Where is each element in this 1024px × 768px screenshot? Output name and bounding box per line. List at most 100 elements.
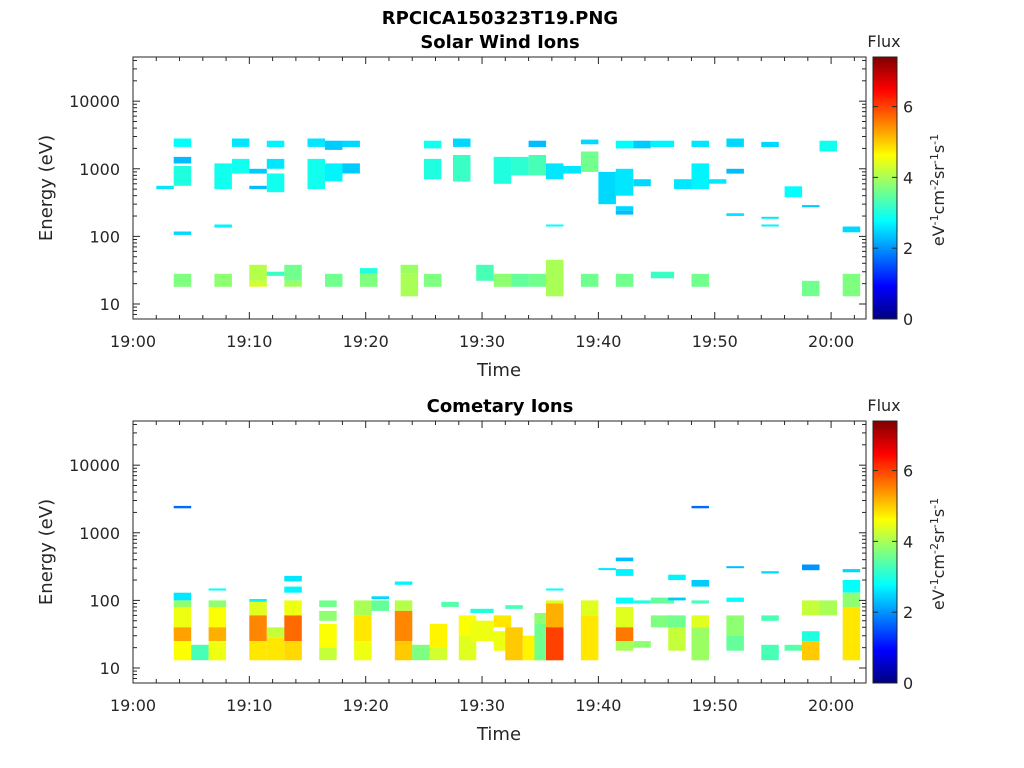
heatmap-cell (173, 600, 192, 607)
colorbar-tick-label: 6 (903, 98, 913, 117)
y-tick-label: 10 (100, 659, 120, 678)
heatmap-cell (580, 273, 599, 287)
heatmap-cell (476, 264, 494, 281)
heatmap-cell (266, 271, 285, 276)
heatmap-cell (173, 505, 192, 509)
heatmap-cell (726, 213, 744, 216)
heatmap-cell (394, 610, 413, 642)
heatmap-cell (325, 163, 343, 182)
y-axis-label: Energy (eV) (36, 135, 57, 241)
heatmap-cell (173, 273, 192, 287)
heatmap-cell (325, 140, 343, 150)
heatmap-cell (842, 569, 861, 573)
heatmap-cell (400, 273, 419, 297)
heatmap-cell (284, 615, 302, 642)
heatmap-cell (615, 641, 634, 651)
heatmap-cell (394, 600, 413, 611)
heatmap-cell (761, 615, 779, 621)
colorbar-ticks: 0 2 4 6 (873, 98, 913, 329)
heatmap-cell (511, 273, 529, 287)
heatmap-cell (802, 205, 820, 208)
heatmap-cell (441, 601, 459, 607)
x-tick-label: 19:20 (343, 332, 389, 351)
heatmap-cell (173, 627, 192, 642)
heatmap-cell (394, 581, 413, 585)
heatmap-cell (546, 627, 564, 661)
heatmap-cell (249, 599, 267, 602)
heatmap-cell (307, 138, 325, 147)
heatmap-cell (266, 627, 285, 638)
heatmap-cell (214, 163, 232, 190)
heatmap-cell (842, 226, 861, 233)
heatmap-cell (802, 280, 820, 297)
figure-title: RPCICA150323T19.PNG (382, 8, 618, 29)
heatmap-cell (842, 606, 861, 642)
colorbar-label: eV-1cm-2sr-1s-1 (928, 498, 948, 610)
heatmap-cell (319, 610, 337, 621)
x-axis-label: Time (476, 724, 521, 745)
heatmap-cell (453, 155, 471, 182)
colorbar (872, 420, 898, 684)
heatmap-cell (726, 615, 744, 636)
heatmap-cell (528, 140, 547, 147)
heatmap-cell (598, 568, 616, 571)
heatmap-cell (802, 631, 820, 642)
heatmap-cell (615, 210, 634, 215)
heatmap-cell (511, 156, 529, 176)
heatmap-cell (650, 597, 675, 604)
heatmap-cell (354, 615, 372, 642)
colorbar-tick-label: 4 (903, 532, 913, 551)
heatmap-cell (615, 606, 634, 628)
heatmap-cell (528, 155, 547, 176)
heatmap-cell (284, 586, 302, 593)
heatmap-cell (319, 647, 337, 661)
heatmap-cell (423, 140, 442, 149)
plot-frame (132, 56, 867, 320)
heatmap-cell (726, 597, 744, 602)
heatmap-cell (580, 615, 599, 661)
heatmap-cell (842, 580, 861, 593)
heatmap-cell (354, 600, 372, 616)
colorbar-tick-label: 2 (903, 603, 913, 622)
heatmap-cell (191, 644, 209, 661)
heatmap-cell (615, 569, 634, 576)
heatmap-cell (615, 597, 634, 604)
heatmap-cell (342, 140, 360, 147)
heatmap-cell (307, 158, 325, 190)
heatmap-cell (208, 600, 227, 607)
plot-frame (132, 420, 867, 684)
colorbar-tick-label: 4 (903, 168, 913, 187)
heatmap-cell (691, 505, 709, 509)
heatmap-cell (505, 605, 523, 609)
heatmap-cell (266, 158, 285, 169)
heatmap-cell (650, 140, 675, 147)
heatmap-cell (412, 644, 430, 661)
heatmap-cell (761, 141, 779, 147)
heatmap-cell (615, 140, 634, 149)
colorbar (872, 56, 898, 320)
x-tick-label: 20:00 (808, 332, 854, 351)
y-tick-label: 10000 (69, 456, 120, 475)
heatmap-cell (208, 641, 227, 661)
heatmap-cell (173, 138, 192, 147)
heatmap-cell (400, 264, 419, 274)
heatmap-cell (802, 600, 820, 616)
heatmap-cell (761, 571, 779, 574)
heatmap-cell (266, 140, 285, 147)
heatmap-cell (231, 158, 250, 174)
heatmap-cell (633, 140, 651, 149)
heatmap-cell (615, 557, 634, 562)
heatmap-cell (493, 273, 512, 287)
heatmap-cell (668, 615, 686, 628)
heatmap-cell (580, 600, 599, 616)
heatmap-cell (208, 606, 227, 628)
heatmap-cell (214, 224, 232, 228)
heatmap-cell (691, 140, 709, 147)
heatmap-cell (284, 641, 302, 661)
heatmap-cell (546, 603, 564, 628)
y-tick-label: 1000 (79, 524, 120, 543)
heatmap-cell (726, 168, 744, 174)
y-tick-label: 10000 (69, 92, 120, 111)
heatmap-cell (784, 186, 803, 198)
panel-cometary: Cometary Ions 19:00 19:10 19:20 19:30 19:40 1… (36, 396, 948, 745)
